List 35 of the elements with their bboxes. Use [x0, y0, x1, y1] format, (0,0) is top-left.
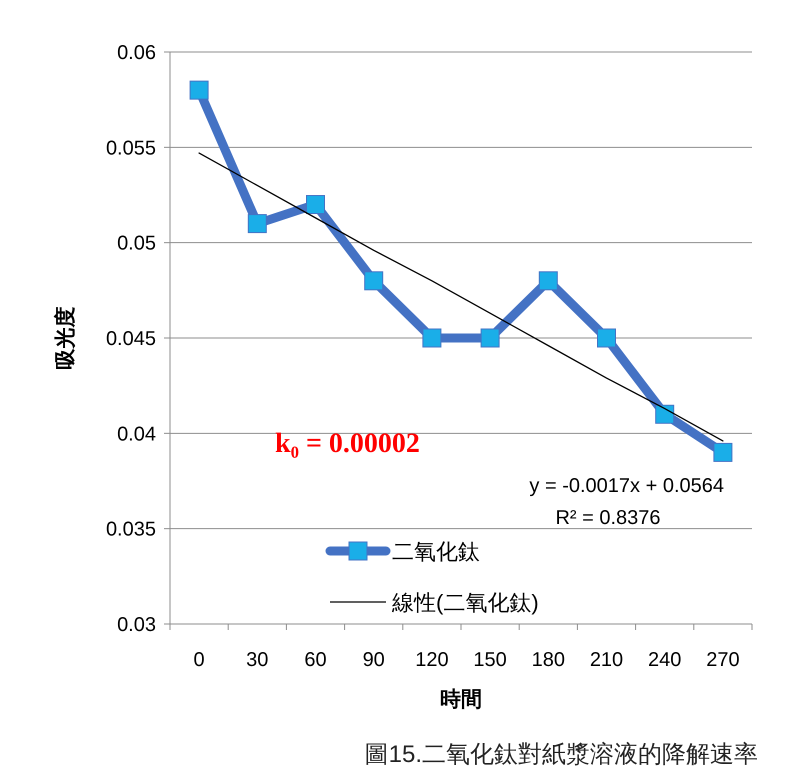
annotation: k₀ = 0.00002 — [275, 428, 420, 459]
point — [538, 271, 558, 290]
x-tick-label: 0 — [194, 649, 205, 671]
annotation: R² = 0.8376 — [555, 507, 661, 529]
x-tick-label: 120 — [415, 649, 449, 671]
x-tick-label: 180 — [532, 649, 565, 671]
point — [597, 328, 616, 348]
x-tick-label: 30 — [246, 649, 268, 671]
x-tick-label: 240 — [648, 649, 682, 671]
y-tick-label: 0.045 — [106, 328, 156, 350]
y-tick-label: 0.05 — [117, 232, 156, 255]
y-axis-title: 吸光度 — [53, 306, 77, 370]
x-axis-title: 時間 — [440, 688, 482, 711]
annotation: y = -0.0017x + 0.0564 — [529, 475, 724, 497]
y-tick-label: 0.03 — [117, 614, 156, 636]
point — [248, 214, 267, 234]
y-tick-label: 0.055 — [106, 137, 156, 160]
legend-label: 二氧化鈦 — [392, 539, 480, 564]
point — [713, 442, 732, 462]
point — [655, 404, 674, 424]
caption: 圖15.二氧化鈦對紙漿溶液的降解速率 — [364, 741, 758, 768]
x-tick-label: 270 — [706, 649, 740, 671]
legend-label: 線性(二氧化鈦) — [391, 590, 539, 615]
x-tick-label: 210 — [590, 649, 624, 671]
x-tick-label: 60 — [304, 649, 327, 671]
x-tick-label: 150 — [473, 649, 507, 671]
point — [306, 195, 325, 214]
y-tick-label: 0.035 — [106, 518, 156, 541]
point — [364, 271, 384, 290]
y-tick-label: 0.04 — [117, 423, 156, 446]
x-tick-label: 90 — [362, 649, 385, 671]
point — [480, 328, 500, 348]
point — [190, 80, 209, 100]
point — [422, 328, 442, 348]
y-tick-label: 0.06 — [117, 42, 156, 64]
